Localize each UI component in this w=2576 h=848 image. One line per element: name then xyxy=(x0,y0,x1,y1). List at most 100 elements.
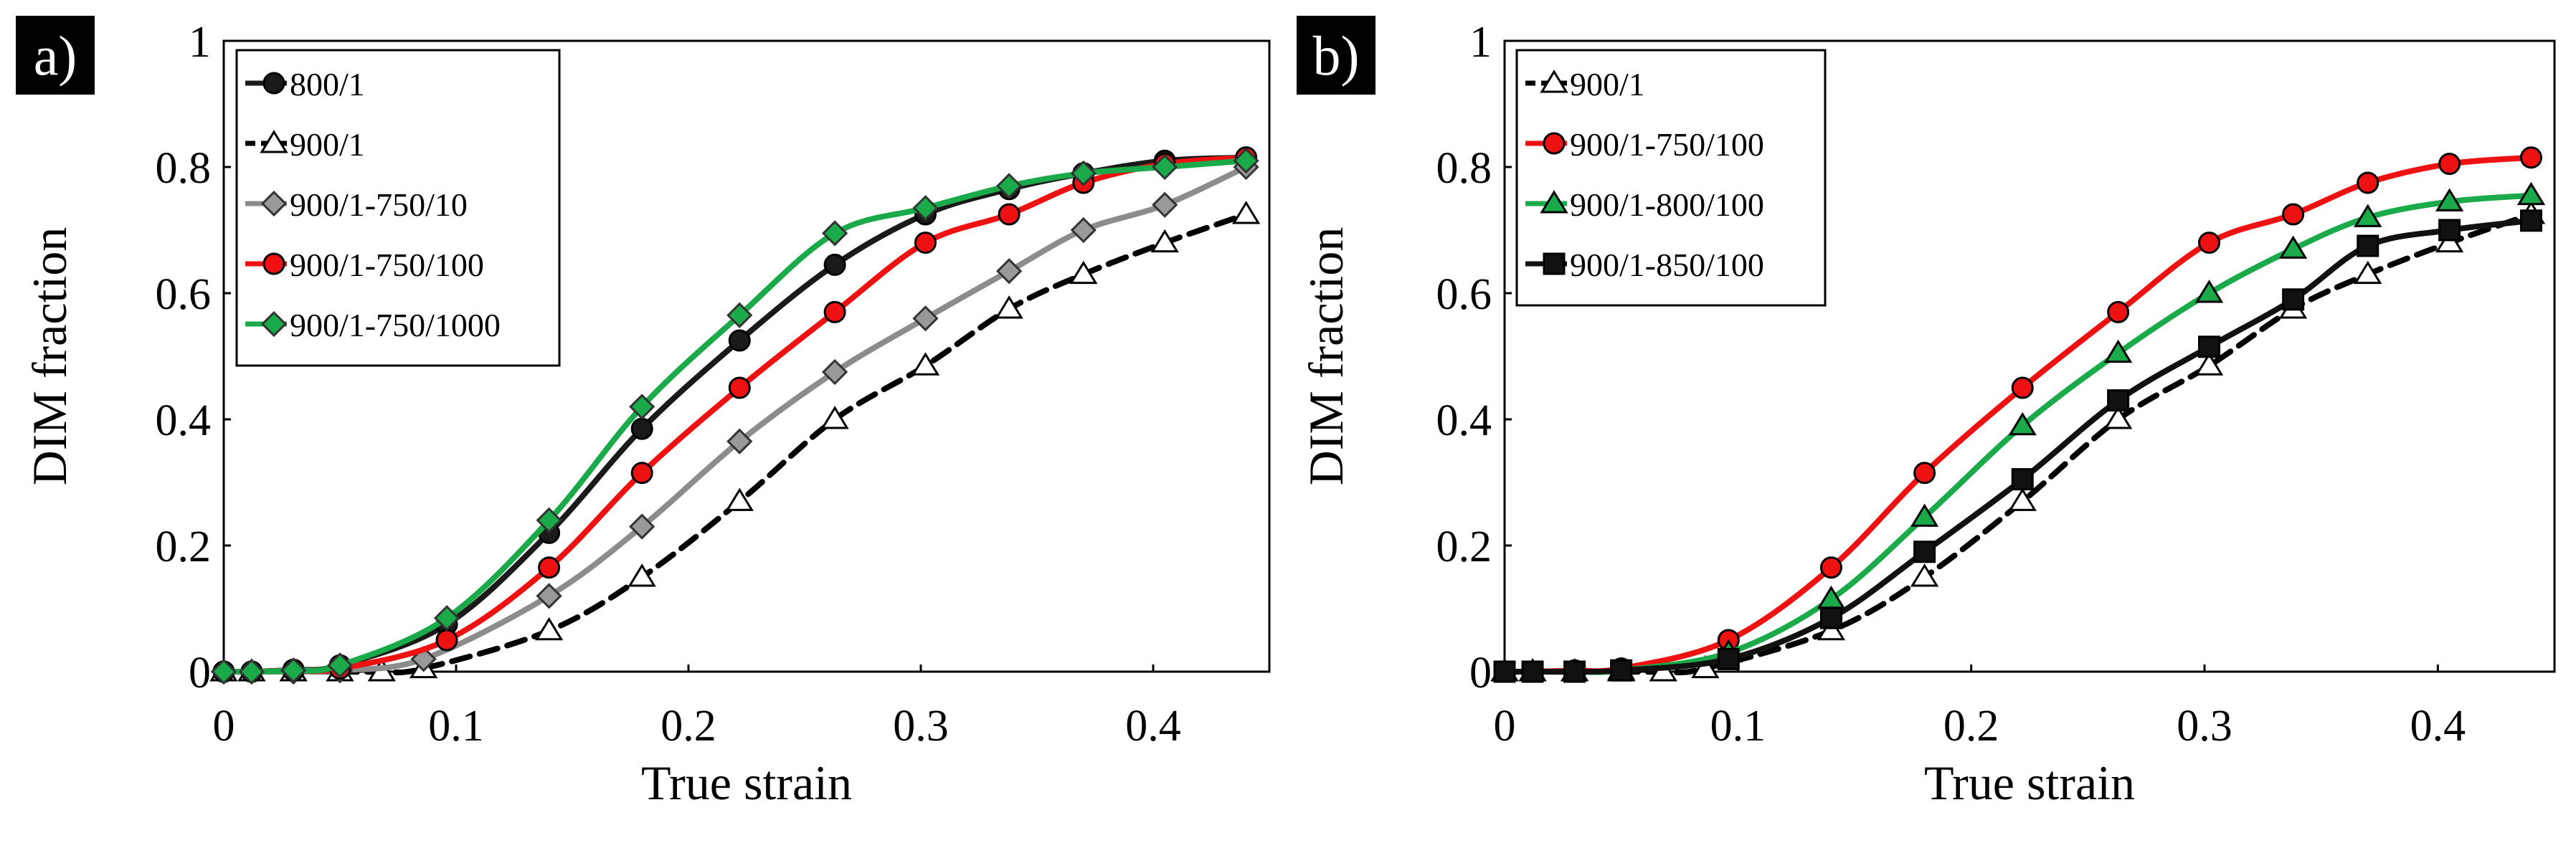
y-tick-label: 0.6 xyxy=(156,270,212,319)
y-axis-title: DIM fraction xyxy=(1299,227,1353,486)
data-point xyxy=(630,462,653,485)
data-point xyxy=(726,302,753,328)
data-point xyxy=(629,513,655,540)
legend-marker xyxy=(1543,132,1566,155)
data-point xyxy=(1819,606,1842,629)
data-point xyxy=(2194,352,2224,376)
x-tick-label: 0.4 xyxy=(2410,702,2466,751)
data-point xyxy=(1150,229,1179,253)
legend-marker xyxy=(262,72,285,95)
legend-marker xyxy=(1540,190,1568,214)
legend-label: 900/1 xyxy=(290,126,365,163)
x-tick-label: 0.1 xyxy=(1710,702,1766,751)
legend-marker xyxy=(260,310,288,338)
data-point xyxy=(1913,462,1936,485)
legend-box xyxy=(235,49,561,367)
panel-label: b) xyxy=(1313,24,1360,87)
data-point xyxy=(1521,660,1544,683)
data-point xyxy=(2357,234,2380,257)
data-point xyxy=(326,652,354,679)
data-point xyxy=(1069,260,1098,285)
x-tick-label: 0.3 xyxy=(893,702,949,751)
data-point xyxy=(2354,204,2382,227)
legend-marker xyxy=(1540,70,1568,93)
data-point xyxy=(998,203,1021,226)
panel-label: a) xyxy=(34,24,77,87)
data-point xyxy=(911,352,940,376)
data-point xyxy=(2435,188,2464,211)
data-point xyxy=(2198,335,2221,358)
data-point xyxy=(2278,235,2308,259)
legend-marker xyxy=(260,190,288,217)
data-point xyxy=(1563,660,1586,683)
legend-marker xyxy=(260,130,288,153)
chart-panel-a: 0 0.2 0.4 0.6 0.8 1 0 0.1 0.2 0.3 0.4 True strain DI… xyxy=(16,16,1271,810)
data-point xyxy=(538,556,561,579)
legend-marker xyxy=(262,252,285,275)
legend-label: 900/1-750/100 xyxy=(290,247,484,283)
data-point xyxy=(823,300,846,323)
data-point xyxy=(2107,300,2130,323)
data-point xyxy=(2438,219,2461,242)
data-point xyxy=(1717,647,1740,670)
x-tick-label: 0.1 xyxy=(428,702,484,751)
data-point xyxy=(995,295,1023,319)
y-tick-label: 0.2 xyxy=(1436,523,1492,571)
legend-label: 900/1-750/100 xyxy=(1570,126,1764,163)
y-tick-label: 0.4 xyxy=(1436,396,1492,445)
data-point xyxy=(1493,660,1516,683)
data-point xyxy=(1152,153,1178,181)
data-point xyxy=(1910,503,1939,527)
y-tick-label: 0 xyxy=(189,649,211,697)
data-point xyxy=(1070,160,1097,186)
data-point xyxy=(2435,229,2464,253)
legend: 800/1 900/1 900/1-750/10 900/1-750/100 900/1… xyxy=(235,49,561,367)
legend-label: 900/1-850/100 xyxy=(1570,247,1764,283)
legend-label: 900/1 xyxy=(1570,66,1645,103)
data-point xyxy=(238,658,265,685)
data-point xyxy=(1913,540,1936,563)
data-point xyxy=(536,507,562,533)
data-point xyxy=(629,394,655,420)
data-point xyxy=(1819,556,1842,579)
data-point xyxy=(2519,146,2542,169)
legend: 900/1 900/1-750/100 900/1-800/100 900/1-850… xyxy=(1515,49,1827,307)
legend-label: 900/1-750/10 xyxy=(290,186,468,223)
y-tick-label: 0.8 xyxy=(156,144,212,193)
data-point xyxy=(728,329,751,352)
data-point xyxy=(2282,288,2305,311)
plot-frame xyxy=(1503,39,2556,673)
data-point xyxy=(2008,487,2037,511)
data-point xyxy=(2354,260,2382,285)
x-tick-label: 0.2 xyxy=(660,702,716,751)
data-point xyxy=(2357,171,2380,194)
y-tick-label: 0.2 xyxy=(156,523,212,571)
x-tick-label: 0.3 xyxy=(2177,702,2232,751)
data-point xyxy=(1910,563,1939,587)
y-tick-label: 0.6 xyxy=(1436,270,1492,319)
data-point xyxy=(726,428,753,454)
data-point xyxy=(2103,406,2133,429)
data-point xyxy=(2008,411,2037,436)
data-point xyxy=(823,253,846,276)
data-point xyxy=(728,376,751,399)
y-tick-label: 0.8 xyxy=(1436,144,1492,193)
panel-label-box xyxy=(1297,16,1375,95)
legend-box xyxy=(1515,49,1827,307)
chart-panel-b: 0 0.2 0.4 0.6 0.8 1 0 0.1 0.2 0.3 0.4 True strain DI… xyxy=(1297,16,2556,810)
data-point xyxy=(536,583,562,609)
legend-label: 800/1 xyxy=(290,66,365,103)
y-tick-label: 1 xyxy=(1469,18,1492,67)
data-point xyxy=(2011,468,2034,491)
data-point xyxy=(821,220,848,247)
data-point xyxy=(914,232,937,254)
legend-marker xyxy=(1543,252,1566,275)
legend-label: 900/1-750/1000 xyxy=(290,307,501,343)
data-point xyxy=(2107,389,2130,412)
y-tick-label: 1 xyxy=(189,18,211,67)
x-tick-label: 0 xyxy=(1494,702,1516,751)
series-900/1-750/1000 xyxy=(210,148,1259,685)
x-axis-title: True strain xyxy=(641,756,852,810)
data-point xyxy=(280,657,307,684)
